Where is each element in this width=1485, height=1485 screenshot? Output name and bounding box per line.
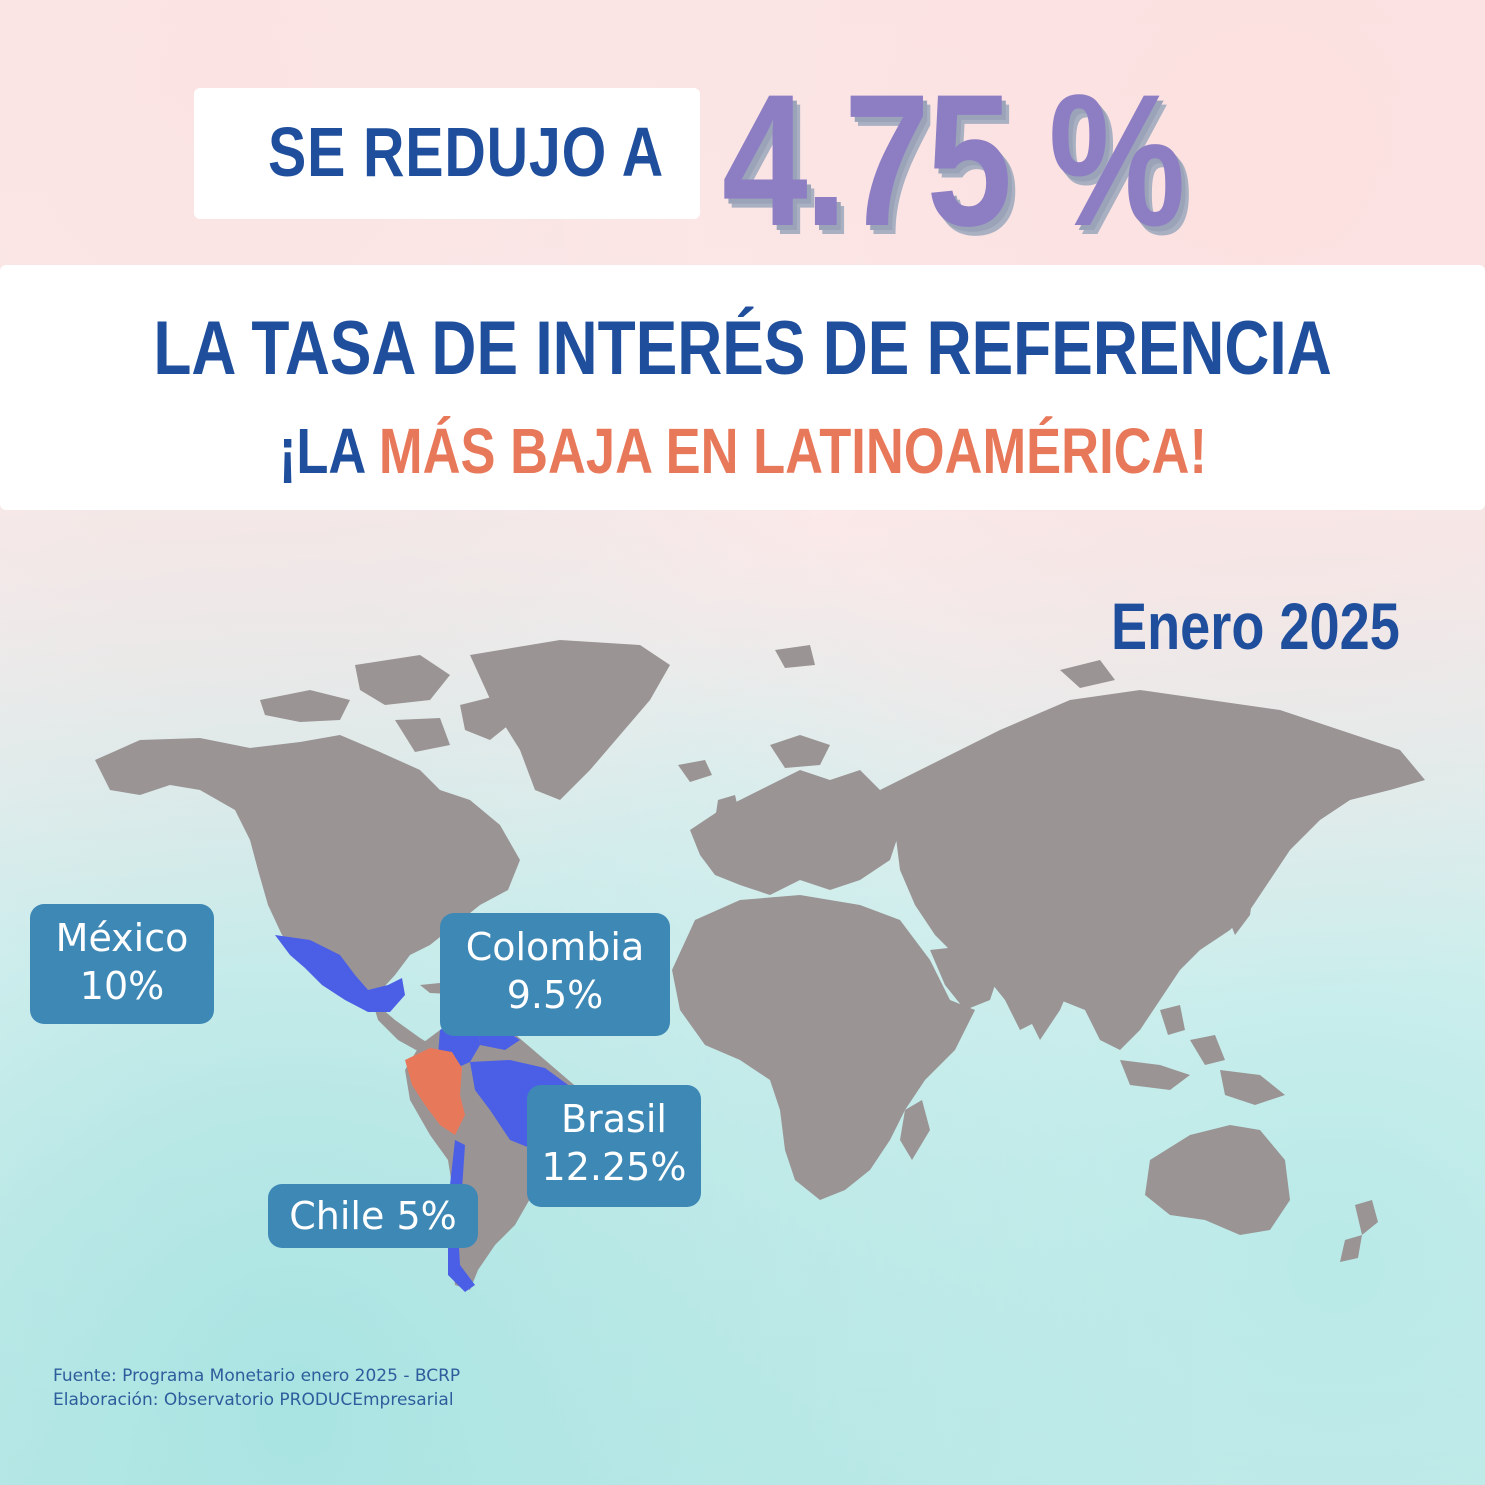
label-mexico: México 10% [30, 904, 214, 1024]
label-colombia: Colombia 9.5% [440, 913, 670, 1036]
greenland [470, 640, 670, 800]
headline-prefix: SE REDUJO A [268, 113, 665, 191]
label-mexico-name: México [55, 916, 189, 960]
label-colombia-name: Colombia [465, 925, 645, 969]
source-note: Fuente: Programa Monetario enero 2025 - … [53, 1364, 460, 1412]
land-masses [95, 640, 1425, 1290]
date-label: Enero 2025 [1110, 589, 1400, 663]
label-brasil-rate: 12.25% [541, 1145, 687, 1189]
north-america [95, 735, 520, 1000]
label-mexico-rate: 10% [79, 964, 165, 1008]
banner-title: LA TASA DE INTERÉS DE REFERENCIA [153, 306, 1332, 391]
chile-shape [448, 1140, 475, 1292]
peru-shape [405, 1048, 465, 1135]
mexico-shape [275, 935, 405, 1012]
europe [690, 770, 900, 895]
banner-subtitle-prefix: ¡LA [278, 415, 364, 487]
source-line: Fuente: Programa Monetario enero 2025 - … [53, 1366, 461, 1386]
label-chile-text: Chile 5% [289, 1194, 457, 1238]
banner-subtitle-highlight: MÁS BAJA EN LATINOAMÉRICA! [378, 415, 1207, 487]
headline-rate: 4.75 % [722, 55, 1186, 265]
credit-line: Elaboración: Observatorio PRODUCEmpresar… [53, 1390, 454, 1410]
banner [0, 265, 1485, 510]
label-colombia-rate: 9.5% [506, 973, 604, 1017]
australia [1145, 1125, 1290, 1235]
label-chile: Chile 5% [268, 1184, 478, 1248]
label-brasil-name: Brasil [561, 1097, 667, 1141]
headline-box [194, 88, 700, 219]
banner-subtitle: ¡LA MÁS BAJA EN LATINOAMÉRICA! [0, 414, 1485, 488]
africa [672, 895, 975, 1200]
label-brasil: Brasil 12.25% [527, 1085, 701, 1207]
